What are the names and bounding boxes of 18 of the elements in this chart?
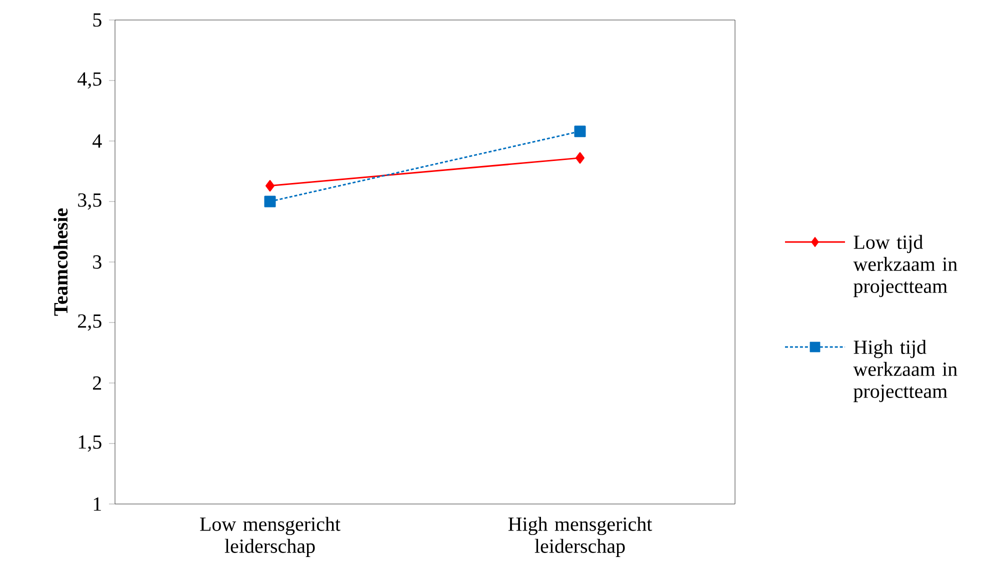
y-tick-label: 3 [93,255,102,269]
y-tick-label: 4 [92,134,102,148]
y-tick-label: 2 [93,376,102,390]
point [264,196,276,208]
point [266,180,274,192]
y-tick-label: 4,5 [78,72,102,89]
y-tick-label: 3,5 [78,193,102,210]
y-tick-label: 5 [93,13,102,27]
legend-label: Low tijd werkzaam in projectteam [853,234,958,298]
legend-label: High tijd werkzaam in projectteam [853,340,958,402]
y-tick-label: 1,5 [78,435,102,452]
y-axis-title: Teamcohesie [54,208,68,316]
point [574,126,586,138]
y-tick-label: 2,5 [78,314,102,331]
x-tick-label: High mensgericht leiderschap [508,516,652,558]
y-tick-label: 1 [94,497,101,511]
point [576,152,585,164]
x-tick-label: Low mensgericht leiderschap [200,516,340,558]
